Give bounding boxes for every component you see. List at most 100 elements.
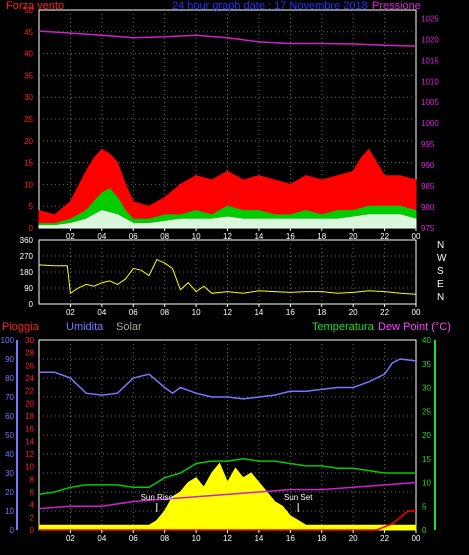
rain-axis-label: Pioggia bbox=[2, 321, 40, 333]
x-tick-label: 00 bbox=[412, 534, 421, 543]
x-tick-label: 10 bbox=[192, 534, 201, 543]
rain-tick-label: 12 bbox=[25, 450, 34, 459]
x-tick-label: 02 bbox=[66, 534, 75, 543]
x-tick-label: 18 bbox=[317, 534, 326, 543]
panel1-grid bbox=[39, 10, 416, 228]
pressure-axis-label: Pressione bbox=[372, 0, 421, 12]
x-tick-label: 04 bbox=[97, 534, 106, 543]
rain-tick-label: 10 bbox=[25, 463, 34, 472]
x-tick-label: 02 bbox=[66, 232, 75, 241]
rain-tick-label: 14 bbox=[25, 437, 34, 446]
x-tick-label: 18 bbox=[317, 308, 326, 317]
x-tick-label: 06 bbox=[129, 308, 138, 317]
x-tick-label: 18 bbox=[317, 232, 326, 241]
x-tick-label: 20 bbox=[349, 232, 358, 241]
humidity-tick-label: 70 bbox=[5, 393, 14, 402]
wind-pressure-panel: 0510152025303540455097598098599099510001… bbox=[6, 0, 439, 241]
direction-tick-label: 90 bbox=[24, 284, 33, 293]
rain-tick-label: 20 bbox=[25, 399, 34, 408]
x-tick-label: 22 bbox=[380, 308, 389, 317]
panel2-grid bbox=[39, 240, 416, 304]
panel1-series bbox=[38, 30, 417, 229]
humidity-tick-label: 80 bbox=[5, 374, 14, 383]
pressure-tick-label: 990 bbox=[421, 161, 435, 170]
humidity-tick-label: 60 bbox=[5, 412, 14, 421]
pressure-tick-label: 985 bbox=[421, 182, 435, 191]
x-tick-label: 16 bbox=[286, 232, 295, 241]
series-humidity bbox=[39, 358, 417, 400]
x-tick-label: 14 bbox=[254, 308, 263, 317]
series-avg bbox=[38, 210, 417, 229]
direction-tick-label: 360 bbox=[20, 236, 34, 245]
wind-tick-label: 30 bbox=[24, 93, 33, 102]
panel2-series bbox=[38, 258, 417, 295]
temp-tick-label: 25 bbox=[422, 407, 431, 416]
x-tick-label: 12 bbox=[223, 534, 232, 543]
compass-label: S bbox=[437, 266, 444, 277]
temp-tick-label: 0 bbox=[422, 526, 427, 535]
x-tick-label: 04 bbox=[97, 308, 106, 317]
humidity-tick-label: 10 bbox=[5, 507, 14, 516]
humidity-tick-label: 50 bbox=[5, 431, 14, 440]
direction-tick-label: 0 bbox=[29, 300, 34, 309]
x-tick-label: 12 bbox=[223, 232, 232, 241]
series-dewpoint bbox=[38, 481, 417, 510]
pressure-tick-label: 1005 bbox=[421, 98, 439, 107]
rain-tick-label: 22 bbox=[25, 387, 34, 396]
direction-tick-label: 180 bbox=[20, 268, 34, 277]
rain-tick-label: 6 bbox=[30, 488, 35, 497]
x-tick-label: 10 bbox=[192, 308, 201, 317]
rain-tick-label: 8 bbox=[30, 475, 35, 484]
x-tick-label: 12 bbox=[223, 308, 232, 317]
humidity-axis-label: Umidita bbox=[66, 321, 104, 333]
series-pressure bbox=[38, 30, 417, 47]
x-tick-label: 22 bbox=[380, 232, 389, 241]
x-tick-label: 16 bbox=[286, 308, 295, 317]
x-tick-label: 08 bbox=[160, 308, 169, 317]
pressure-tick-label: 1015 bbox=[421, 56, 439, 65]
x-tick-label: 08 bbox=[160, 534, 169, 543]
wind-tick-label: 40 bbox=[24, 50, 33, 59]
temp-tick-label: 5 bbox=[422, 502, 427, 511]
panel3-ticks: 0102030405060708090100024681012141618202… bbox=[1, 336, 436, 543]
panel3-series bbox=[38, 358, 417, 531]
x-tick-label: 08 bbox=[160, 232, 169, 241]
pressure-tick-label: 980 bbox=[421, 203, 435, 212]
temp-humidity-panel: 0102030405060708090100024681012141618202… bbox=[1, 321, 451, 543]
compass-label: E bbox=[437, 279, 444, 290]
x-tick-label: 04 bbox=[97, 232, 106, 241]
rain-tick-label: 24 bbox=[25, 374, 34, 383]
rain-tick-label: 18 bbox=[25, 412, 34, 421]
temp-tick-label: 35 bbox=[422, 360, 431, 369]
rain-tick-label: 26 bbox=[25, 361, 34, 370]
pressure-tick-label: 975 bbox=[421, 224, 435, 233]
compass-label: W bbox=[437, 253, 447, 264]
wind-tick-label: 20 bbox=[24, 137, 33, 146]
humidity-tick-label: 100 bbox=[1, 336, 15, 345]
wind-tick-label: 10 bbox=[24, 180, 33, 189]
humidity-tick-label: 90 bbox=[5, 355, 14, 364]
humidity-tick-label: 20 bbox=[5, 488, 14, 497]
wind-tick-label: 35 bbox=[24, 71, 33, 80]
temp-tick-label: 40 bbox=[422, 336, 431, 345]
rain-tick-label: 28 bbox=[25, 349, 34, 358]
compass-label: N bbox=[437, 240, 444, 251]
x-tick-label: 14 bbox=[254, 534, 263, 543]
humidity-tick-label: 40 bbox=[5, 450, 14, 459]
wind-tick-label: 50 bbox=[24, 6, 33, 15]
rain-tick-label: 0 bbox=[30, 526, 35, 535]
series-temperature bbox=[38, 458, 416, 496]
rain-tick-label: 30 bbox=[25, 336, 34, 345]
direction-tick-label: 270 bbox=[20, 252, 34, 261]
panel1-ticks: 0510152025303540455097598098599099510001… bbox=[24, 6, 439, 241]
compass-label: N bbox=[437, 292, 444, 303]
solar-axis-label: Solar bbox=[116, 321, 142, 333]
temp-tick-label: 20 bbox=[422, 431, 431, 440]
series-rain bbox=[39, 510, 416, 531]
wind-tick-label: 5 bbox=[29, 202, 34, 211]
rain-tick-label: 4 bbox=[30, 501, 35, 510]
x-tick-label: 06 bbox=[129, 534, 138, 543]
dewpoint-axis-label: Dew Point (°C) bbox=[378, 321, 451, 333]
rain-tick-label: 2 bbox=[30, 513, 35, 522]
